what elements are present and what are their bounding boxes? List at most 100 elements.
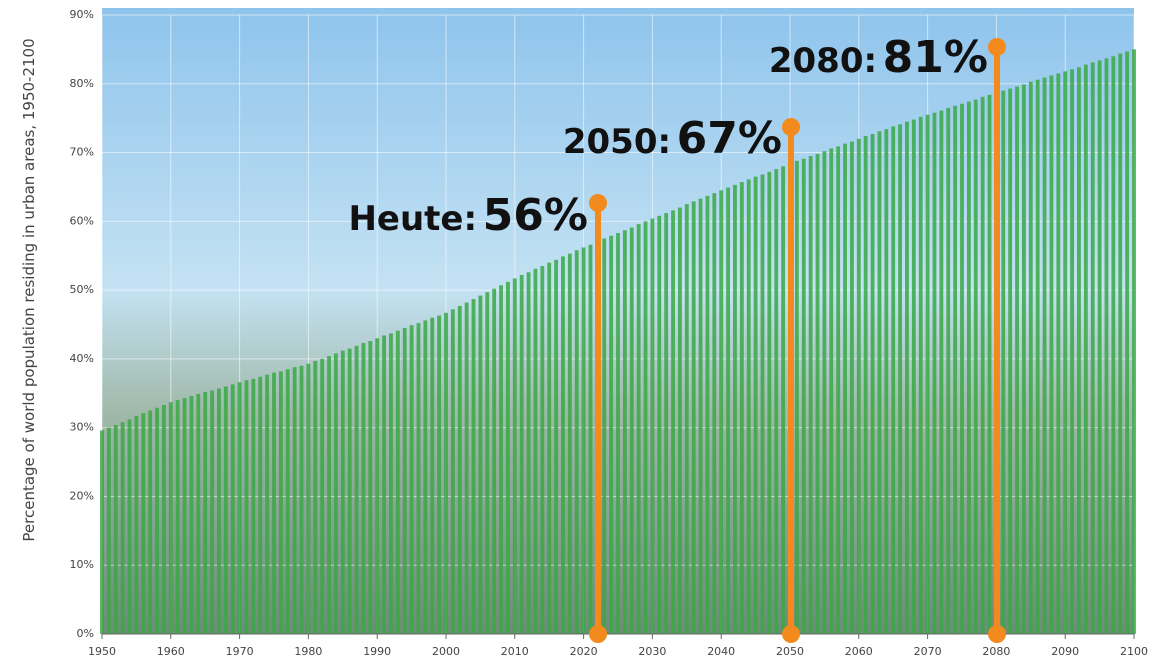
bar [691, 201, 696, 635]
bar [1077, 67, 1081, 634]
bar [533, 268, 538, 634]
y-tick-label: 70% [70, 146, 94, 159]
bar [499, 285, 503, 634]
bar [1028, 81, 1033, 634]
x-tick-label: 2040 [707, 645, 735, 658]
bar [561, 256, 565, 634]
bar [1056, 73, 1061, 634]
bar [1063, 71, 1068, 635]
bar [1035, 79, 1040, 634]
x-tick-label: 2010 [501, 645, 529, 658]
bar [457, 305, 462, 634]
bar [285, 369, 290, 634]
bar [471, 299, 476, 634]
bar [719, 190, 724, 634]
bar [1049, 75, 1054, 635]
bar [485, 292, 490, 634]
bar [505, 281, 510, 634]
bar [395, 330, 400, 634]
bar [588, 244, 593, 634]
bar [106, 427, 111, 634]
annotation: 2050: 67% [563, 113, 782, 164]
bar [512, 278, 517, 634]
bar [567, 253, 572, 635]
bar [677, 207, 682, 635]
bar [1132, 49, 1136, 634]
bar [526, 272, 531, 634]
bar [519, 274, 524, 634]
x-tick-label: 1950 [88, 645, 116, 658]
bar [478, 295, 483, 634]
bar [863, 136, 868, 634]
bar [113, 424, 118, 634]
bar [1104, 58, 1109, 634]
x-tick-label: 2020 [570, 645, 598, 658]
bar [168, 402, 173, 634]
bar [1125, 51, 1130, 635]
bar [774, 169, 779, 634]
bar [733, 184, 737, 634]
x-tick-label: 1960 [157, 645, 185, 658]
y-tick-label: 80% [70, 77, 94, 90]
bar [636, 224, 641, 634]
bar [726, 187, 731, 635]
bar [492, 288, 497, 634]
bar [182, 398, 187, 634]
bar [223, 386, 228, 634]
y-tick-label: 90% [70, 8, 94, 21]
bar [815, 153, 820, 635]
y-tick-label: 10% [70, 558, 94, 571]
bar [230, 384, 235, 634]
bar [905, 121, 909, 635]
annotation-value: 56% [483, 190, 588, 241]
bar [148, 410, 153, 634]
bar [794, 160, 799, 634]
annotation-value: 67% [677, 113, 782, 164]
marker-dot [988, 625, 1006, 643]
bars [100, 49, 1136, 635]
marker-dot [782, 118, 800, 136]
marker-dot [988, 38, 1006, 56]
bar [870, 133, 875, 635]
bar [430, 317, 435, 634]
bar [1090, 62, 1095, 634]
bar [265, 374, 270, 634]
bar [244, 380, 249, 634]
bar [739, 182, 744, 634]
annotation-value: 81% [883, 32, 988, 83]
x-tick-label: 2070 [914, 645, 942, 658]
bar [980, 96, 985, 634]
bar [698, 198, 703, 635]
bar [402, 327, 407, 634]
bar [822, 151, 827, 634]
bar [849, 141, 854, 634]
bar [753, 176, 758, 634]
bar [781, 166, 786, 635]
y-tick-label: 60% [70, 214, 94, 227]
bar [664, 213, 669, 634]
annotation-label: 2080: [769, 41, 877, 81]
bar [258, 376, 263, 634]
bar [540, 266, 545, 634]
annotation-markers [589, 38, 1006, 643]
bar [767, 171, 772, 634]
axes: 0% 10% 20% 30% 40% 50% 60% 70% 80% 90% 1950 1960 197… [70, 8, 1148, 658]
bar [272, 372, 276, 634]
bar [836, 146, 841, 635]
annotation: 2080: 81% [769, 32, 988, 83]
bar [829, 148, 834, 634]
bar [622, 230, 627, 634]
bar [581, 247, 586, 635]
bar [409, 325, 414, 634]
bar [939, 110, 944, 634]
bar [856, 138, 861, 635]
bar [320, 358, 325, 634]
x-tick-label: 2000 [432, 645, 460, 658]
bar [808, 155, 813, 634]
bar [932, 112, 937, 635]
bar [760, 174, 765, 634]
bar [1021, 84, 1026, 634]
bar [333, 353, 338, 634]
y-tick-label: 50% [70, 283, 94, 296]
